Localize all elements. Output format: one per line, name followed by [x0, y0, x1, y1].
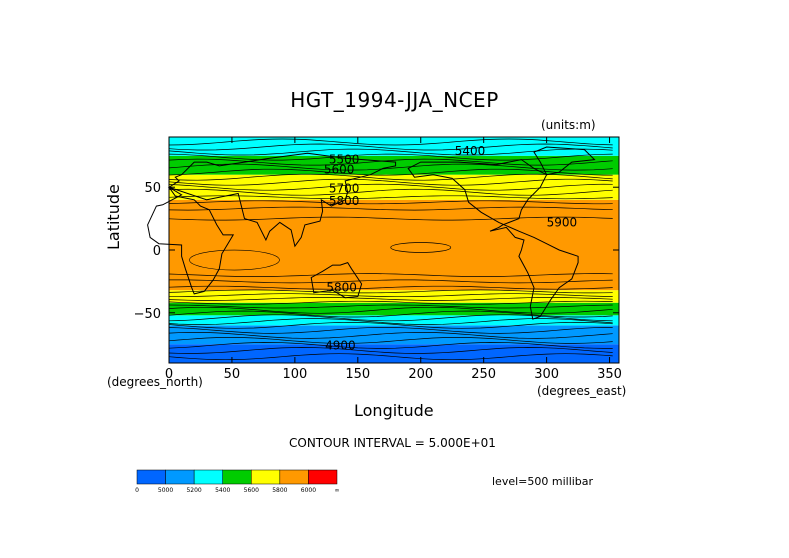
contour-line-31: [168, 148, 613, 156]
colorbar-swatch-3: [222, 469, 252, 485]
contour-label-5: 5900: [547, 215, 578, 229]
continent-outline-4: [533, 146, 596, 176]
colorbar-label-0: 0: [135, 487, 139, 494]
contour-line-22: [168, 195, 613, 200]
contour-line-33: [168, 138, 613, 146]
contour-line-4: [168, 332, 613, 339]
contour-line-26: [168, 173, 613, 181]
continent-outline-3: [407, 159, 579, 320]
contour-label-2: 5600: [324, 163, 355, 177]
colorbar-swatch-6: [308, 469, 338, 485]
band-0: [169, 344, 619, 363]
contour-line-0: [168, 353, 613, 361]
colorbar-label-4: 5600: [244, 487, 259, 494]
x-tick-label-7: 350: [597, 367, 622, 382]
units-label: (units:m): [541, 118, 596, 132]
colorbar-swatch-4: [251, 469, 281, 485]
x-tick-label-5: 250: [471, 367, 496, 382]
contour-line-8: [168, 314, 613, 322]
contour-line-32: [168, 143, 613, 151]
continent-outline-0: [147, 186, 235, 295]
contour-line-25: [168, 178, 613, 186]
contour-label-6: 5800: [326, 281, 357, 295]
contour-loop-2: [189, 249, 280, 271]
y-units-label: (degrees_north): [107, 375, 203, 389]
colorbar-label-1: 5000: [158, 487, 173, 494]
contour-label-1: 5500: [329, 153, 360, 167]
colorbar-label-5: 5800: [272, 487, 287, 494]
x-tick-label-4: 200: [408, 367, 433, 382]
colorbar-swatch-0: [136, 469, 166, 485]
contour-line-17: [169, 279, 613, 284]
continent-outline-1: [167, 152, 397, 248]
contour-line-18: [168, 273, 613, 277]
contour-line-12: [168, 300, 613, 305]
contour-label-3: 5700: [329, 181, 360, 195]
x-tick-label-6: 300: [534, 367, 559, 382]
colorbar-label-3: 5400: [215, 487, 230, 494]
contour-line-5: [168, 327, 613, 334]
contour-line-3: [168, 337, 613, 344]
contour-line-23: [168, 188, 613, 196]
contour-line-15: [168, 289, 613, 294]
contour-line-13: [168, 297, 613, 301]
contour-line-6: [168, 321, 613, 329]
contour-label-7: 4900: [325, 338, 356, 352]
x-tick-label-3: 150: [345, 367, 370, 382]
contour-line-1: [168, 347, 613, 354]
contour-line-11: [168, 304, 613, 309]
colorbar-swatch-1: [165, 469, 195, 485]
contour-interval-note: CONTOUR INTERVAL = 5.000E+01: [289, 436, 496, 450]
band-2: [169, 315, 619, 326]
x-tick-label-0: 0: [165, 367, 173, 382]
colorbar-label-2: 5200: [186, 487, 201, 494]
contour-line-21: [168, 200, 613, 205]
x-units-label: (degrees_east): [537, 384, 627, 398]
level-note: level=500 millibar: [492, 475, 594, 488]
y-tick-label-2: −50: [134, 307, 161, 322]
colorbar-label-7: ∞: [334, 487, 339, 494]
contour-line-28: [168, 163, 613, 171]
contour-label-0: 5400: [455, 144, 486, 158]
contour-line-14: [169, 293, 613, 298]
colorbar-label-6: 6000: [301, 487, 316, 494]
chart-title: HGT_1994-JJA_NCEP: [290, 88, 499, 112]
y-tick-label-0: 50: [144, 181, 161, 196]
band-8: [169, 137, 619, 156]
contour-line-2: [168, 342, 613, 349]
contour-loop-1: [390, 242, 452, 253]
x-tick-label-1: 50: [224, 367, 241, 382]
contour-line-7: [168, 318, 613, 325]
contour-line-20: [168, 206, 613, 211]
colorbar-swatch-2: [193, 469, 223, 485]
contour-line-10: [168, 306, 613, 314]
contour-label-4: 5800: [329, 194, 360, 208]
contour-line-9: [168, 310, 613, 318]
y-tick-label-1: 0: [153, 244, 161, 259]
x-tick-label-2: 100: [282, 367, 307, 382]
colorbar-swatch-5: [279, 469, 309, 485]
x-axis-label: Longitude: [354, 401, 434, 420]
continent-outline-2: [310, 262, 363, 299]
contour-line-16: [168, 285, 613, 290]
band-7: [169, 155, 619, 175]
contour-line-19: [168, 216, 613, 221]
contour-line-29: [168, 158, 613, 166]
